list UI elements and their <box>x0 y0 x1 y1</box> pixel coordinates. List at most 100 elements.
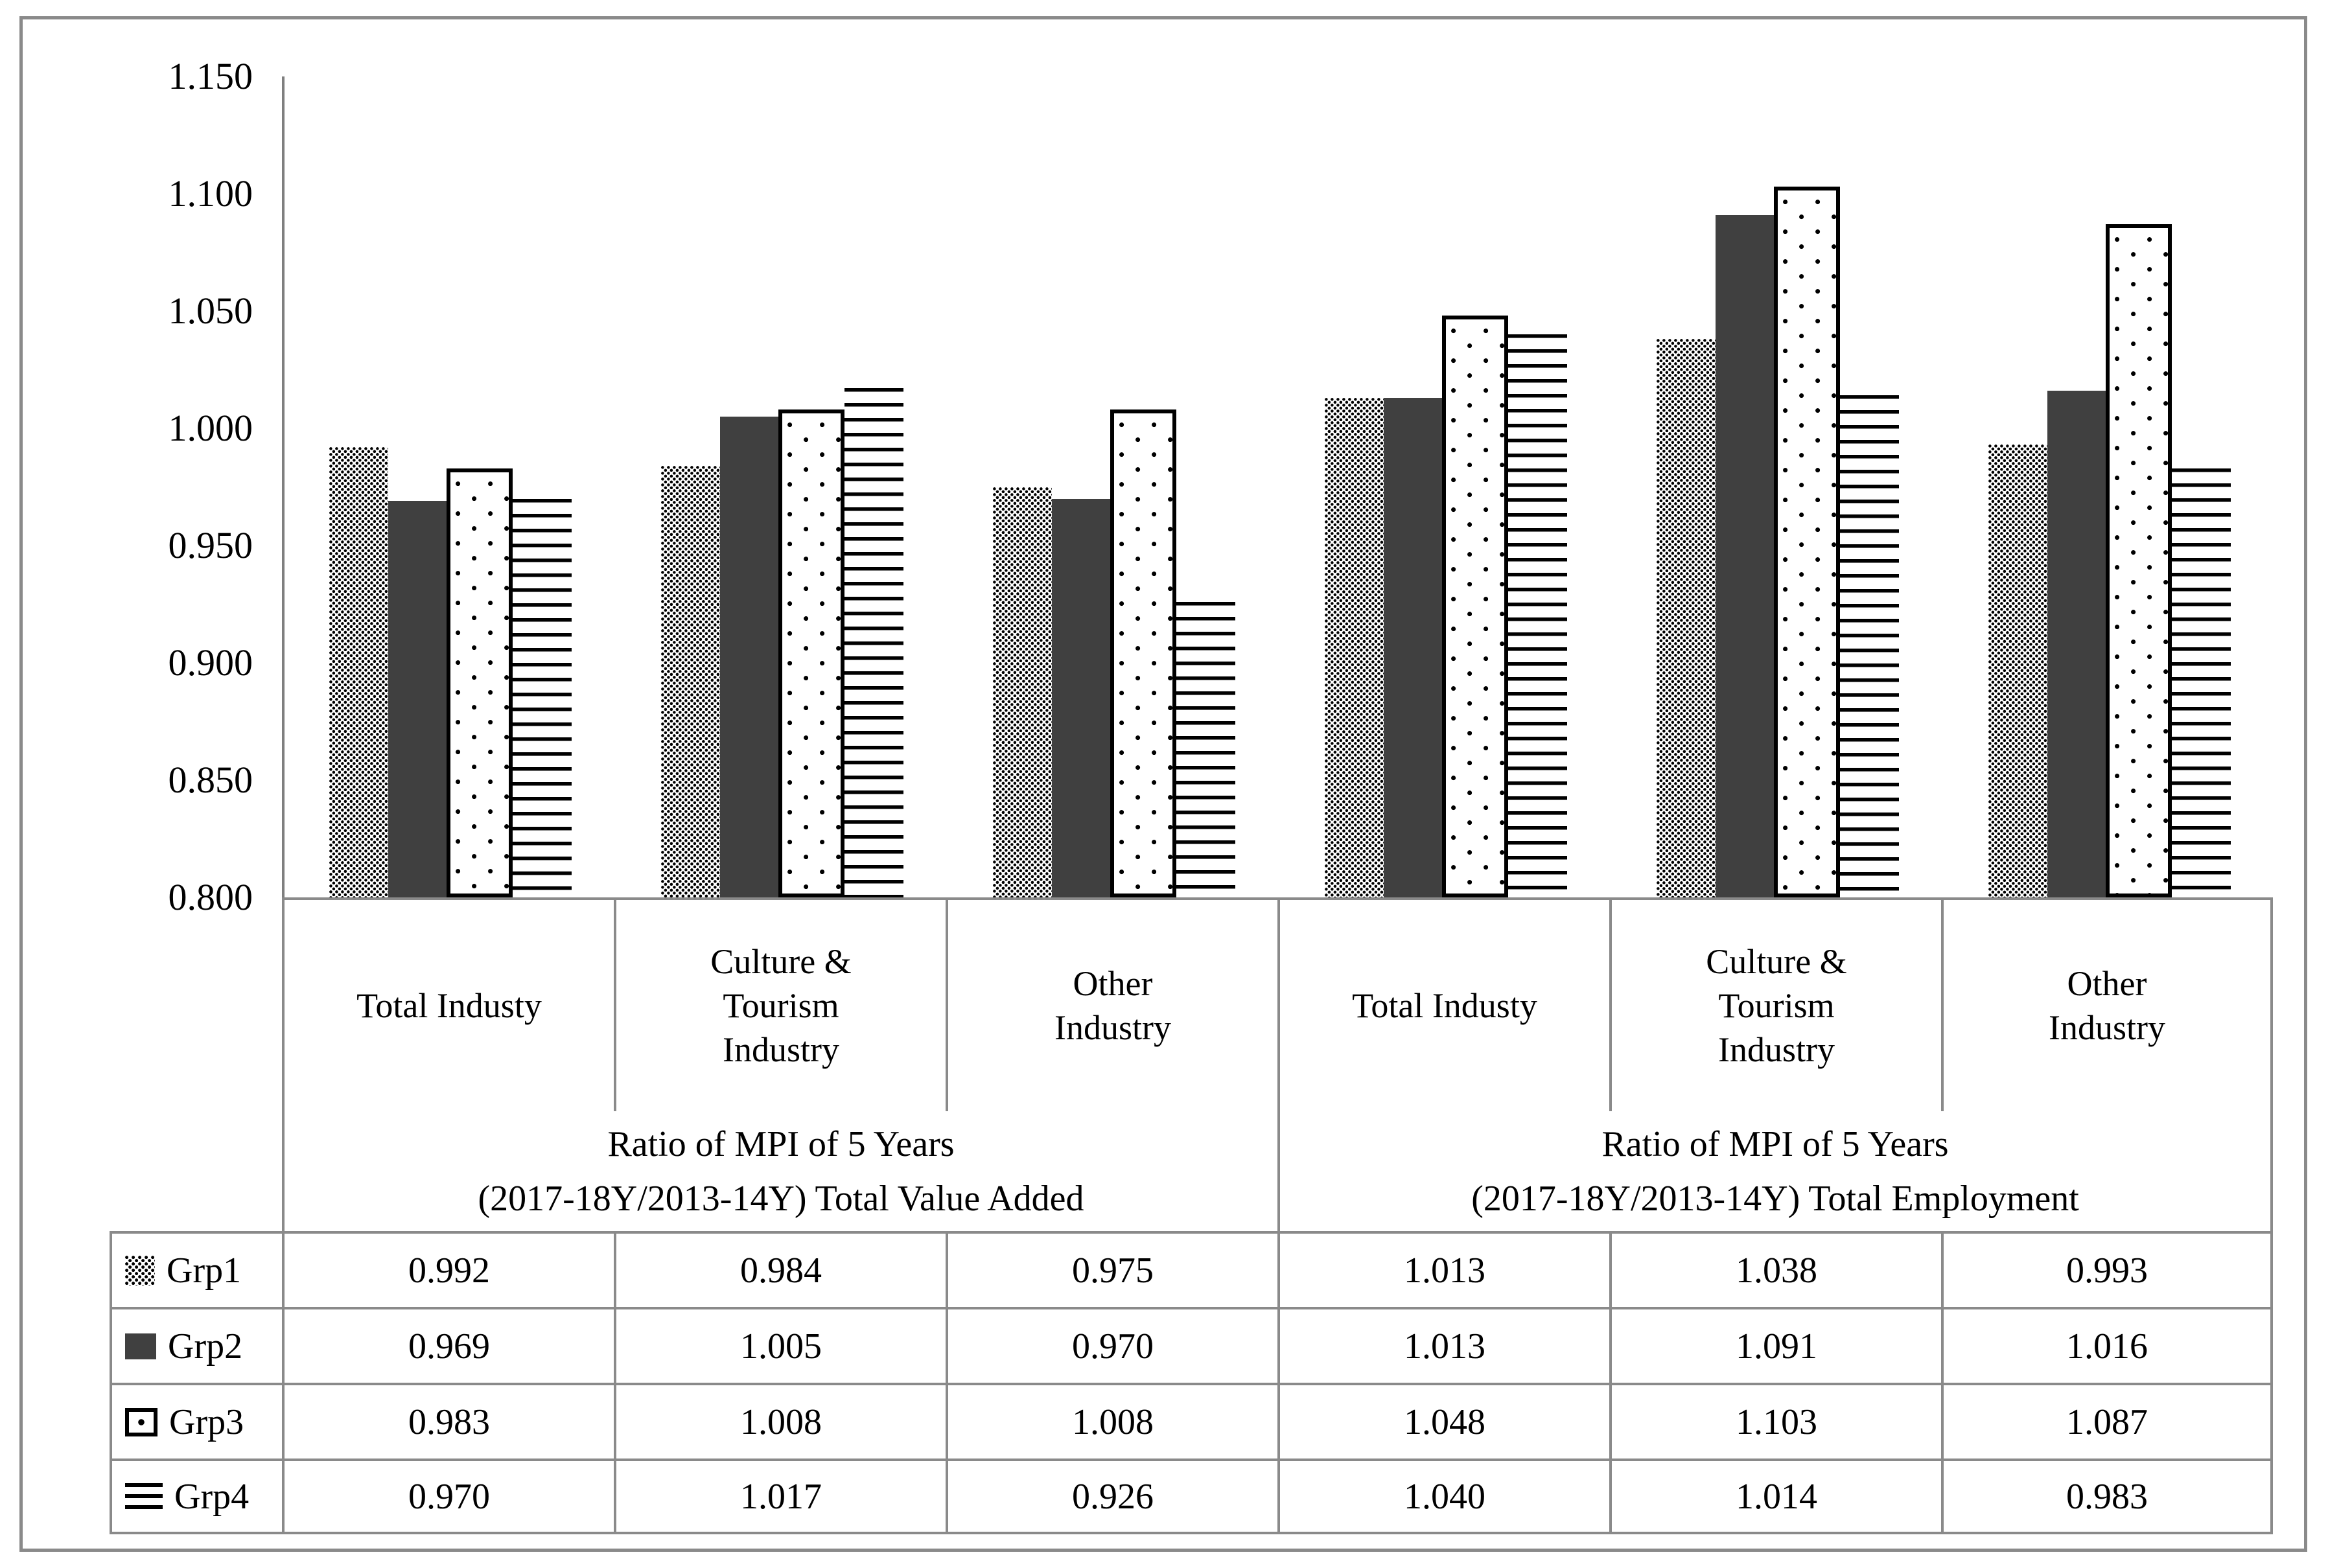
table-value-cell: 1.008 <box>946 1383 1277 1458</box>
table-value-cell: 1.040 <box>1277 1458 1609 1534</box>
category-slot-5 <box>1612 76 1944 897</box>
bar-grp4-cat5 <box>1840 395 1899 897</box>
table-value-cell: 1.013 <box>1277 1307 1609 1383</box>
bar-grp1-cat6 <box>1988 444 2047 897</box>
table-value-cell: 1.091 <box>1609 1307 1941 1383</box>
category-label-line: Other <box>1073 964 1153 1003</box>
table-value-cell: 0.970 <box>946 1307 1277 1383</box>
category-label-line: Total Industy <box>356 986 542 1025</box>
category-slot-1 <box>285 76 616 897</box>
bar-grp3-cat2 <box>778 409 845 897</box>
table-value-cell: 1.016 <box>1941 1307 2273 1383</box>
table-value-cell: 1.017 <box>614 1458 946 1534</box>
legend-cell-grp1: Grp1 <box>110 1231 282 1307</box>
y-axis-tick-label: 0.850 <box>168 759 253 801</box>
category-label-line: Culture & <box>710 942 852 981</box>
bar-grp4-cat3 <box>1176 601 1235 897</box>
bar-grp2-cat5 <box>1715 214 1774 897</box>
chart-figure-border: 1.150 1.100 1.050 1.000 0.950 0.900 0.850 0.800… <box>19 16 2307 1552</box>
bar-grp1-cat2 <box>661 465 720 897</box>
legend-marker-solid-icon <box>125 1333 156 1359</box>
y-axis-tick-label: 0.800 <box>168 876 253 918</box>
legend-marker-sparse-dots-icon <box>125 1407 157 1436</box>
category-label-line: Total Industy <box>1352 986 1537 1025</box>
table-value-cell: 0.992 <box>282 1231 614 1307</box>
legend-cell-grp3: Grp3 <box>110 1383 282 1458</box>
category-header-cell: Culture & Tourism Industry <box>614 897 946 1111</box>
bar-group <box>661 76 903 897</box>
table-value-cell: 1.013 <box>1277 1231 1609 1307</box>
bar-grp2-cat6 <box>2047 391 2106 897</box>
table-value-cell: 1.038 <box>1609 1231 1941 1307</box>
bar-grp1-cat4 <box>1325 397 1384 897</box>
bar-grp3-cat1 <box>447 468 513 897</box>
legend-cell-grp4: Grp4 <box>110 1458 282 1534</box>
category-header-cell: Total Industy <box>282 897 614 1111</box>
category-label-line: Other <box>2067 964 2147 1003</box>
bar-group <box>329 76 572 897</box>
category-slot-2 <box>616 76 948 897</box>
bar-group <box>993 76 1235 897</box>
table-value-cell: 0.984 <box>614 1231 946 1307</box>
y-axis-tick-label: 0.950 <box>168 524 253 566</box>
bar-grp3-cat6 <box>2106 224 2172 897</box>
y-axis-tick-label: 1.000 <box>168 407 253 449</box>
bar-group <box>1988 76 2231 897</box>
legend-marker-h-lines-icon <box>125 1482 163 1510</box>
table-value-cell: 1.048 <box>1277 1383 1609 1458</box>
table-value-cell: 0.993 <box>1941 1231 2273 1307</box>
category-slot-6 <box>1944 76 2276 897</box>
bar-grp1-cat1 <box>329 446 388 897</box>
table-value-cell: 0.975 <box>946 1231 1277 1307</box>
bar-grp2-cat4 <box>1383 397 1442 897</box>
bar-grp4-cat4 <box>1508 334 1567 897</box>
legend-label: Grp3 <box>169 1401 244 1442</box>
table-value-cell: 1.008 <box>614 1383 946 1458</box>
table-value-cell: 0.983 <box>1941 1458 2273 1534</box>
y-axis-tick-label: 1.150 <box>168 55 253 97</box>
category-label-line: Industry <box>723 1030 839 1069</box>
y-axis-tick-label: 1.050 <box>168 290 253 332</box>
y-axis-tick-label: 0.900 <box>168 641 253 684</box>
group-label-line: (2017-18Y/2013-14Y) Total Value Added <box>478 1178 1084 1219</box>
bar-group <box>1325 76 1567 897</box>
group-header-cell: Ratio of MPI of 5 Years (2017-18Y/2013-14… <box>1277 1111 2273 1231</box>
category-label-line: Culture & <box>1706 942 1847 981</box>
category-header-cell: Other Industry <box>946 897 1277 1111</box>
group-label-line: Ratio of MPI of 5 Years <box>1601 1124 1949 1164</box>
bar-grp4-cat1 <box>513 498 572 897</box>
category-label-line: Industry <box>2049 1008 2165 1047</box>
bar-grp3-cat4 <box>1442 316 1509 897</box>
category-slot-3 <box>948 76 1280 897</box>
category-label-line: Industry <box>1054 1008 1171 1047</box>
category-header-cell: Total Industy <box>1277 897 1609 1111</box>
bar-grp1-cat3 <box>993 487 1052 897</box>
bar-grp2-cat1 <box>388 501 447 897</box>
category-label-line: Industry <box>1718 1030 1835 1069</box>
bar-grp2-cat3 <box>1051 498 1110 897</box>
group-label-line: Ratio of MPI of 5 Years <box>607 1124 955 1164</box>
bar-grp4-cat6 <box>2172 468 2231 897</box>
table-value-cell: 1.014 <box>1609 1458 1941 1534</box>
group-header-cell: Ratio of MPI of 5 Years (2017-18Y/2013-14… <box>282 1111 1277 1231</box>
category-label-line: Tourism <box>1718 986 1835 1025</box>
category-label-line: Tourism <box>723 986 839 1025</box>
legend-marker-fine-dots-icon <box>125 1255 155 1286</box>
legend-label: Grp2 <box>168 1326 243 1366</box>
legend-cell-grp2: Grp2 <box>110 1307 282 1383</box>
category-header-cell: Other Industry <box>1941 897 2273 1111</box>
bar-grp3-cat5 <box>1774 187 1841 897</box>
table-value-cell: 0.926 <box>946 1458 1277 1534</box>
bar-grp3-cat3 <box>1110 409 1177 897</box>
group-corner-spacer <box>110 1111 282 1231</box>
bar-group <box>1657 76 1899 897</box>
table-value-cell: 0.969 <box>282 1307 614 1383</box>
category-and-data-table: Total Industy Culture & Tourism Industry Oth… <box>110 897 2273 1534</box>
axis-corner-spacer <box>110 897 282 1111</box>
category-header-cell: Culture & Tourism Industry <box>1609 897 1941 1111</box>
bar-grp2-cat2 <box>719 416 778 897</box>
table-value-cell: 1.087 <box>1941 1383 2273 1458</box>
plot-area <box>282 76 2276 897</box>
group-label-line: (2017-18Y/2013-14Y) Total Employment <box>1471 1178 2079 1219</box>
